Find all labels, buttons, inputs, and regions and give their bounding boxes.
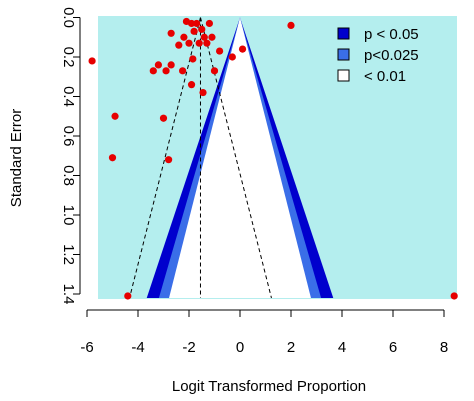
y-tick-label: 0.2 bbox=[60, 47, 77, 68]
y-axis-title: Standard Error bbox=[8, 109, 25, 207]
legend-label: < 0.01 bbox=[364, 68, 406, 85]
y-tick-label: 0.4 bbox=[60, 86, 77, 107]
data-point bbox=[238, 45, 247, 53]
data-point bbox=[228, 53, 236, 61]
data-point bbox=[185, 39, 193, 47]
data-point bbox=[190, 27, 198, 35]
legend-swatch bbox=[337, 48, 350, 61]
funnel-guide-left bbox=[129, 17, 201, 299]
significance-regions bbox=[98, 16, 457, 299]
data-point bbox=[154, 61, 162, 69]
data-point bbox=[450, 292, 458, 300]
data-point bbox=[193, 19, 201, 28]
data-point bbox=[198, 25, 206, 33]
region-inner-white bbox=[169, 17, 311, 298]
x-tick-label: -4 bbox=[131, 339, 144, 356]
data-point bbox=[199, 88, 207, 97]
y-tick-label: 0.0 bbox=[60, 7, 77, 28]
funnel-guide-right bbox=[199, 17, 272, 299]
data-point bbox=[189, 55, 197, 63]
x-tick-label: -2 bbox=[182, 339, 195, 356]
legend: p < 0.05 p<0.025 < 0.01 bbox=[337, 26, 419, 85]
legend-swatch bbox=[337, 27, 350, 40]
legend-swatch bbox=[337, 69, 350, 82]
legend-label: p<0.025 bbox=[364, 47, 419, 64]
data-point bbox=[210, 67, 219, 75]
data-point bbox=[159, 114, 168, 122]
data-points bbox=[88, 17, 458, 300]
data-point bbox=[111, 112, 119, 120]
data-point bbox=[203, 39, 211, 47]
legend-label: p < 0.05 bbox=[364, 26, 419, 43]
data-point bbox=[88, 57, 96, 65]
x-tick-label: 8 bbox=[440, 339, 448, 356]
y-tick-label: 1.4 bbox=[60, 284, 77, 305]
x-tick-label: 0 bbox=[236, 339, 244, 356]
data-point bbox=[167, 29, 175, 37]
data-point bbox=[205, 19, 213, 28]
data-point bbox=[108, 154, 117, 162]
x-tick-label: 2 bbox=[287, 339, 295, 356]
data-point bbox=[195, 39, 203, 47]
x-axis-title: Logit Transformed Proportion bbox=[172, 378, 366, 395]
data-point bbox=[180, 33, 188, 41]
y-tick-label: 1.2 bbox=[60, 244, 77, 265]
x-tick-label: -6 bbox=[80, 339, 93, 356]
data-point bbox=[216, 47, 224, 55]
data-point bbox=[167, 61, 175, 69]
y-tick-label: 0.6 bbox=[60, 126, 77, 147]
data-point bbox=[187, 81, 196, 89]
y-tick-label: 1.0 bbox=[60, 205, 77, 226]
data-point bbox=[175, 41, 183, 49]
axes: -6 -4 -2 0 2 4 6 8 0.0 0.2 0.4 0.6 0.8 1.0 1.2 1.4 bbox=[60, 7, 448, 356]
data-point bbox=[179, 67, 187, 75]
data-point bbox=[187, 19, 196, 28]
data-point bbox=[208, 33, 216, 41]
funnel-guide-lines bbox=[129, 17, 272, 299]
x-tick-label: 4 bbox=[338, 339, 346, 356]
data-point bbox=[287, 21, 295, 29]
data-point bbox=[149, 67, 157, 75]
x-tick-label: 6 bbox=[389, 339, 397, 356]
data-point bbox=[124, 292, 132, 300]
y-tick-label: 0.8 bbox=[60, 165, 77, 186]
data-point bbox=[200, 33, 208, 41]
data-point bbox=[165, 156, 173, 164]
data-point bbox=[162, 67, 170, 75]
